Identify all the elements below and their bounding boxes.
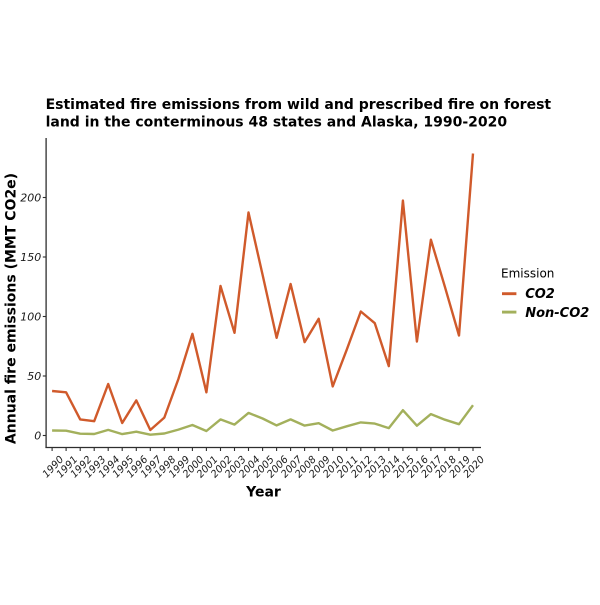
svg-text:100: 100 bbox=[20, 311, 41, 324]
svg-text:CO2: CO2 bbox=[525, 287, 555, 302]
svg-text:150: 150 bbox=[20, 251, 41, 264]
svg-text:Year: Year bbox=[245, 485, 281, 501]
svg-text:Non-CO2: Non-CO2 bbox=[525, 306, 589, 321]
svg-text:Estimated fire emissions from: Estimated fire emissions from wild and p… bbox=[46, 97, 552, 113]
svg-text:50: 50 bbox=[27, 370, 41, 383]
svg-text:0: 0 bbox=[34, 430, 41, 443]
svg-text:Emission: Emission bbox=[501, 266, 554, 280]
svg-text:200: 200 bbox=[20, 192, 41, 205]
svg-text:Annual fire emissions (MMT CO2: Annual fire emissions (MMT CO2e) bbox=[4, 173, 20, 444]
svg-text:land in the conterminous 48 st: land in the conterminous 48 states and A… bbox=[46, 115, 508, 131]
